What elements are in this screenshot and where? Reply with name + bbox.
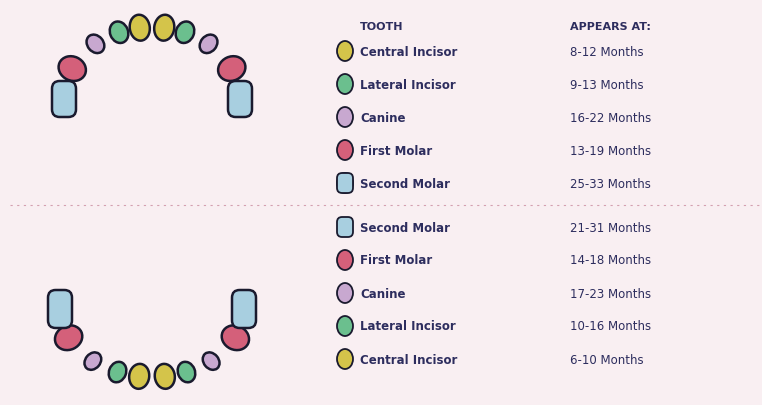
FancyBboxPatch shape [232,290,256,328]
Text: 13-19 Months: 13-19 Months [570,144,651,157]
Text: Second Molar: Second Molar [360,177,450,190]
Text: 25-33 Months: 25-33 Months [570,177,651,190]
Ellipse shape [222,326,249,350]
Ellipse shape [154,16,174,42]
Text: Canine: Canine [360,287,405,300]
Text: TOOTH: TOOTH [360,22,404,32]
Ellipse shape [85,352,101,370]
Ellipse shape [200,36,217,54]
Ellipse shape [130,16,150,42]
Ellipse shape [337,42,353,62]
Ellipse shape [178,362,195,382]
FancyBboxPatch shape [337,217,353,237]
Text: 14-18 Months: 14-18 Months [570,254,651,267]
Text: First Molar: First Molar [360,254,432,267]
Ellipse shape [218,57,245,82]
Ellipse shape [337,174,353,194]
Ellipse shape [337,284,353,303]
Ellipse shape [337,75,353,95]
Ellipse shape [87,36,104,54]
Text: 9-13 Months: 9-13 Months [570,78,644,91]
Ellipse shape [129,364,149,389]
Text: 21-31 Months: 21-31 Months [570,221,651,234]
FancyBboxPatch shape [48,290,72,328]
Ellipse shape [176,22,194,44]
Text: Second Molar: Second Molar [360,221,450,234]
Text: APPEARS AT:: APPEARS AT: [570,22,651,32]
Ellipse shape [55,326,82,350]
Ellipse shape [110,22,128,44]
Text: Canine: Canine [360,111,405,124]
Text: First Molar: First Molar [360,144,432,157]
FancyBboxPatch shape [337,174,353,194]
Ellipse shape [337,316,353,336]
Ellipse shape [337,349,353,369]
Ellipse shape [109,362,126,382]
Text: 6-10 Months: 6-10 Months [570,353,644,366]
FancyBboxPatch shape [228,82,252,118]
Ellipse shape [155,364,174,389]
Text: Lateral Incisor: Lateral Incisor [360,78,456,91]
FancyBboxPatch shape [52,82,76,118]
Text: 16-22 Months: 16-22 Months [570,111,652,124]
Text: 10-16 Months: 10-16 Months [570,320,651,333]
Text: 8-12 Months: 8-12 Months [570,45,644,58]
Ellipse shape [203,352,219,370]
Text: Central Incisor: Central Incisor [360,45,457,58]
Ellipse shape [337,141,353,161]
Ellipse shape [59,57,86,82]
Ellipse shape [337,108,353,128]
Ellipse shape [337,250,353,270]
Text: Lateral Incisor: Lateral Incisor [360,320,456,333]
Text: Central Incisor: Central Incisor [360,353,457,366]
Text: 17-23 Months: 17-23 Months [570,287,651,300]
